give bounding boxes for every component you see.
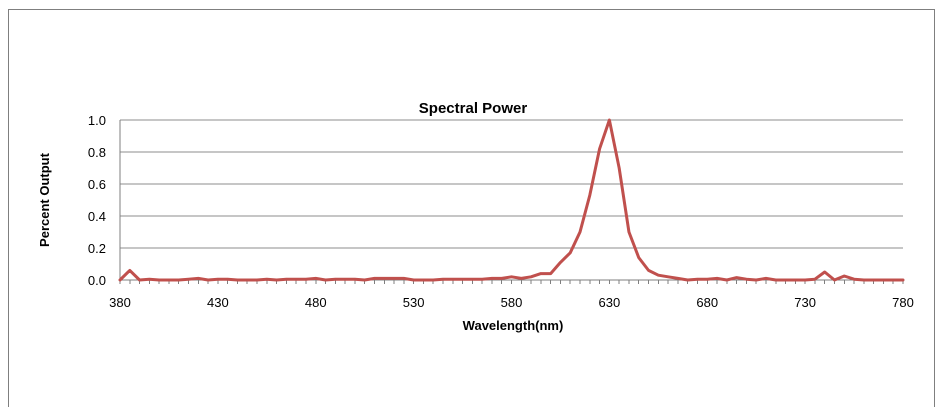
y-tick-label: 0.0: [88, 273, 106, 288]
x-tick-label: 530: [403, 295, 425, 310]
x-tick-label: 480: [305, 295, 327, 310]
tick-labels: 0.0 0.2 0.4 0.6 0.8 1.0 380 430 480 530 580 630 680 7…: [88, 113, 914, 310]
x-tick-label: 630: [599, 295, 621, 310]
y-tick-label: 0.4: [88, 209, 106, 224]
series-layer: [118, 118, 905, 282]
x-tick-label: 380: [109, 295, 131, 310]
chart-frame: [8, 9, 935, 407]
y-tick-label: 0.6: [88, 177, 106, 192]
x-axis-label: Wavelength(nm): [463, 318, 564, 333]
x-tick-label: 780: [892, 295, 914, 310]
x-tick-label: 680: [696, 295, 718, 310]
chart-title: Spectral Power: [419, 100, 528, 117]
y-tick-label: 0.8: [88, 145, 106, 160]
axes: [119, 120, 904, 284]
x-tick-label: 430: [207, 295, 229, 310]
x-tick-label: 580: [501, 295, 523, 310]
y-tick-label: 1.0: [88, 113, 106, 128]
y-tick-label: 0.2: [88, 241, 106, 256]
x-tick-label: 730: [794, 295, 816, 310]
grid-lines: [120, 119, 903, 249]
series-line: [118, 118, 905, 282]
y-axis-label: Percent Output: [37, 152, 52, 247]
